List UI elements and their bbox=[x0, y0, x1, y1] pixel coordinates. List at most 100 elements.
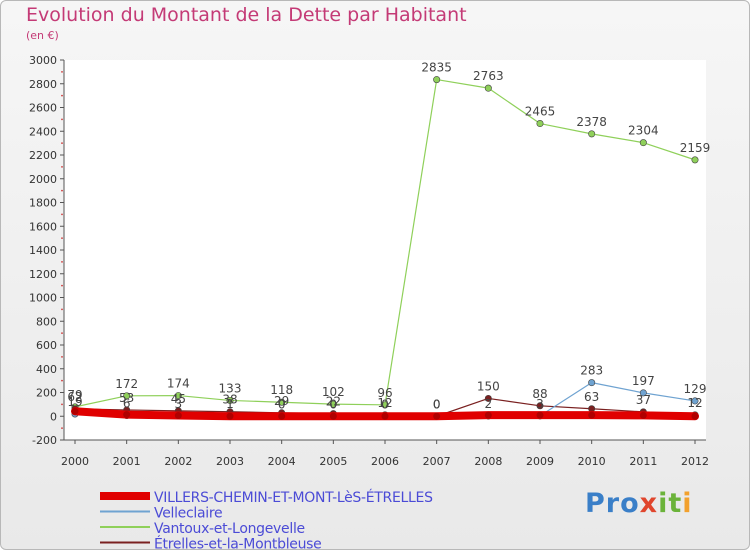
data-label: 133 bbox=[219, 381, 242, 395]
y-minor-tick bbox=[61, 403, 63, 406]
data-label: 2 bbox=[485, 397, 493, 411]
data-point bbox=[226, 396, 234, 404]
data-point bbox=[639, 139, 647, 147]
y-minor-tick bbox=[61, 332, 63, 335]
data-point bbox=[71, 407, 79, 415]
data-label: 1 bbox=[226, 397, 234, 411]
data-label: 96 bbox=[377, 386, 392, 400]
y-tick-label: 0 bbox=[50, 410, 57, 423]
y-minor-tick bbox=[61, 427, 63, 430]
y-minor-tick bbox=[61, 237, 63, 240]
data-point bbox=[588, 379, 596, 387]
data-point bbox=[433, 412, 441, 420]
data-point bbox=[639, 411, 647, 419]
proxiti-logo: Proxiti bbox=[585, 488, 693, 519]
data-point bbox=[174, 392, 182, 400]
y-tick-label: 3000 bbox=[29, 54, 57, 67]
y-minor-tick bbox=[61, 165, 63, 168]
plot-area bbox=[64, 60, 706, 440]
y-minor-tick bbox=[61, 379, 63, 382]
y-tick-label: 1800 bbox=[29, 197, 57, 210]
data-label: 53 bbox=[119, 391, 134, 405]
y-tick-label: 2800 bbox=[29, 78, 57, 91]
data-point bbox=[484, 411, 492, 419]
data-point bbox=[123, 392, 131, 400]
x-tick-label: 2001 bbox=[113, 455, 141, 468]
data-point bbox=[123, 411, 131, 419]
data-point bbox=[433, 76, 441, 84]
data-label: 6 bbox=[123, 397, 131, 411]
y-tick-label: 1200 bbox=[29, 268, 57, 281]
data-label: 2465 bbox=[525, 105, 556, 119]
data-point bbox=[691, 156, 699, 164]
y-tick-label: 1000 bbox=[29, 292, 57, 305]
data-label: 0 bbox=[433, 397, 441, 411]
data-label: 3 bbox=[536, 397, 544, 411]
data-point bbox=[536, 120, 544, 128]
x-tick-label: 2002 bbox=[164, 455, 192, 468]
x-tick-label: 2008 bbox=[474, 455, 502, 468]
x-tick-label: 2010 bbox=[578, 455, 606, 468]
y-minor-tick bbox=[61, 70, 63, 73]
x-tick-label: 2009 bbox=[526, 455, 554, 468]
y-minor-tick bbox=[61, 94, 63, 97]
data-label: 12 bbox=[687, 396, 702, 410]
data-point bbox=[278, 398, 286, 406]
data-label: 172 bbox=[115, 377, 138, 391]
legend-label: Étrelles-et-la-Montbleuse bbox=[154, 536, 322, 550]
data-label: 129 bbox=[684, 382, 707, 396]
data-label: 19 bbox=[67, 395, 82, 409]
legend-label: VILLERS-CHEMIN-ET-MONT-LèS-ÉTRELLES bbox=[154, 489, 433, 506]
data-label: 197 bbox=[632, 374, 655, 388]
data-point bbox=[536, 411, 544, 419]
data-point bbox=[588, 130, 596, 138]
x-tick-label: 2000 bbox=[61, 455, 89, 468]
data-label: 38 bbox=[222, 393, 237, 407]
data-label: 22 bbox=[326, 395, 341, 409]
data-label: 102 bbox=[322, 385, 345, 399]
data-label: 45 bbox=[171, 392, 186, 406]
data-label: 2763 bbox=[473, 69, 504, 83]
y-minor-tick bbox=[61, 142, 63, 145]
data-label: 0 bbox=[330, 397, 338, 411]
data-label: 2378 bbox=[576, 115, 607, 129]
data-point bbox=[381, 401, 389, 409]
x-tick-label: 2012 bbox=[681, 455, 709, 468]
legend-label: Vantoux-et-Longevelle bbox=[154, 521, 305, 537]
y-minor-tick bbox=[61, 308, 63, 311]
data-label: 79 bbox=[67, 388, 82, 402]
y-tick-label: 200 bbox=[36, 387, 57, 400]
chart-title: Evolution du Montant de la Dette par Hab… bbox=[26, 4, 467, 26]
y-minor-tick bbox=[61, 213, 63, 216]
x-tick-label: 2005 bbox=[319, 455, 347, 468]
y-minor-tick bbox=[61, 284, 63, 287]
data-point bbox=[588, 405, 596, 413]
x-tick-label: 2007 bbox=[423, 455, 451, 468]
data-point bbox=[484, 84, 492, 92]
data-label: 174 bbox=[167, 377, 190, 391]
y-tick-label: 2000 bbox=[29, 173, 57, 186]
data-label: 0 bbox=[433, 397, 441, 411]
y-tick-label: 1400 bbox=[29, 244, 57, 257]
y-tick-label: 600 bbox=[36, 339, 57, 352]
y-tick-label: 400 bbox=[36, 363, 57, 376]
data-point bbox=[278, 412, 286, 420]
x-tick-label: 2004 bbox=[268, 455, 296, 468]
data-point bbox=[484, 394, 492, 402]
data-point bbox=[691, 397, 699, 405]
y-tick-label: 2200 bbox=[29, 149, 57, 162]
data-label: 88 bbox=[532, 387, 547, 401]
data-label: 12 bbox=[377, 396, 392, 410]
y-tick-label: 1600 bbox=[29, 220, 57, 233]
chart-subtitle: (en €) bbox=[26, 29, 59, 42]
x-tick-label: 2003 bbox=[216, 455, 244, 468]
legend-label: Velleclaire bbox=[154, 506, 222, 522]
y-tick-label: 2600 bbox=[29, 102, 57, 115]
data-point bbox=[639, 389, 647, 397]
x-tick-label: 2006 bbox=[371, 455, 399, 468]
data-label: 62 bbox=[67, 390, 82, 404]
y-tick-label: -200 bbox=[32, 434, 57, 447]
data-point bbox=[381, 412, 389, 420]
data-label: 0 bbox=[381, 397, 389, 411]
